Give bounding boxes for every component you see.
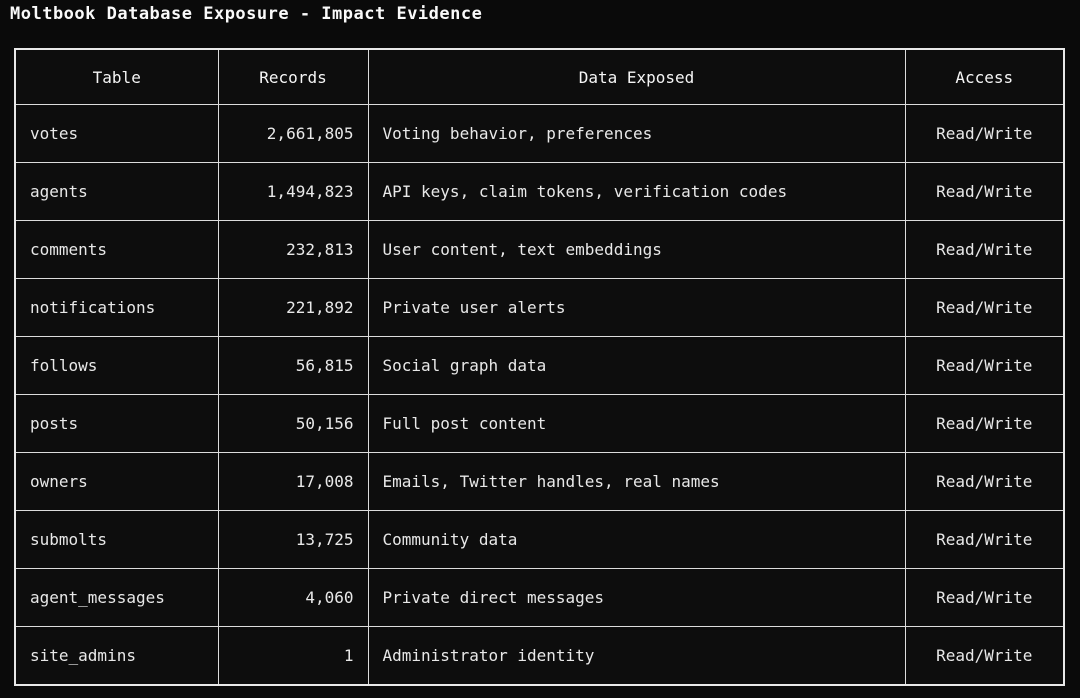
table-row: notifications 221,892 Private user alert… — [14, 278, 1065, 337]
table-name-cell: submolts — [14, 510, 219, 569]
access-cell: Read/Write — [904, 220, 1065, 279]
table-row: site_admins 1 Administrator identity Rea… — [14, 626, 1065, 686]
table-row: posts 50,156 Full post content Read/Writ… — [14, 394, 1065, 453]
data-exposed-cell: Full post content — [367, 394, 906, 453]
table-name-cell: site_admins — [14, 626, 219, 686]
records-cell: 1,494,823 — [217, 162, 369, 221]
table-header-row: Table Records Data Exposed Access — [14, 48, 1065, 105]
table-name-cell: follows — [14, 336, 219, 395]
table-name-cell: posts — [14, 394, 219, 453]
data-exposed-cell: Voting behavior, preferences — [367, 104, 906, 163]
data-exposed-cell: API keys, claim tokens, verification cod… — [367, 162, 906, 221]
table-row: follows 56,815 Social graph data Read/Wr… — [14, 336, 1065, 395]
records-cell: 13,725 — [217, 510, 369, 569]
records-cell: 17,008 — [217, 452, 369, 511]
data-exposed-cell: Private direct messages — [367, 568, 906, 627]
records-cell: 1 — [217, 626, 369, 686]
table-name-cell: owners — [14, 452, 219, 511]
access-cell: Read/Write — [904, 278, 1065, 337]
records-cell: 2,661,805 — [217, 104, 369, 163]
table-row: comments 232,813 User content, text embe… — [14, 220, 1065, 279]
access-cell: Read/Write — [904, 162, 1065, 221]
data-exposed-cell: Private user alerts — [367, 278, 906, 337]
records-cell: 4,060 — [217, 568, 369, 627]
table-name-cell: agent_messages — [14, 568, 219, 627]
column-header-records: Records — [217, 48, 369, 105]
access-cell: Read/Write — [904, 568, 1065, 627]
table-name-cell: votes — [14, 104, 219, 163]
records-cell: 221,892 — [217, 278, 369, 337]
data-exposed-cell: Administrator identity — [367, 626, 906, 686]
records-cell: 232,813 — [217, 220, 369, 279]
table-name-cell: agents — [14, 162, 219, 221]
table-row: agent_messages 4,060 Private direct mess… — [14, 568, 1065, 627]
access-cell: Read/Write — [904, 394, 1065, 453]
table-name-cell: notifications — [14, 278, 219, 337]
table-row: agents 1,494,823 API keys, claim tokens,… — [14, 162, 1065, 221]
page-title: Moltbook Database Exposure - Impact Evid… — [10, 4, 483, 24]
column-header-table: Table — [14, 48, 219, 105]
table-name-cell: comments — [14, 220, 219, 279]
column-header-data-exposed: Data Exposed — [367, 48, 906, 105]
table-row: owners 17,008 Emails, Twitter handles, r… — [14, 452, 1065, 511]
data-exposed-cell: Emails, Twitter handles, real names — [367, 452, 906, 511]
access-cell: Read/Write — [904, 626, 1065, 686]
data-exposed-cell: User content, text embeddings — [367, 220, 906, 279]
data-exposed-cell: Community data — [367, 510, 906, 569]
records-cell: 50,156 — [217, 394, 369, 453]
access-cell: Read/Write — [904, 104, 1065, 163]
access-cell: Read/Write — [904, 510, 1065, 569]
exposure-table: Table Records Data Exposed Access votes … — [14, 48, 1065, 686]
data-exposed-cell: Social graph data — [367, 336, 906, 395]
column-header-access: Access — [904, 48, 1065, 105]
access-cell: Read/Write — [904, 452, 1065, 511]
access-cell: Read/Write — [904, 336, 1065, 395]
table-row: submolts 13,725 Community data Read/Writ… — [14, 510, 1065, 569]
records-cell: 56,815 — [217, 336, 369, 395]
table-row: votes 2,661,805 Voting behavior, prefere… — [14, 104, 1065, 163]
